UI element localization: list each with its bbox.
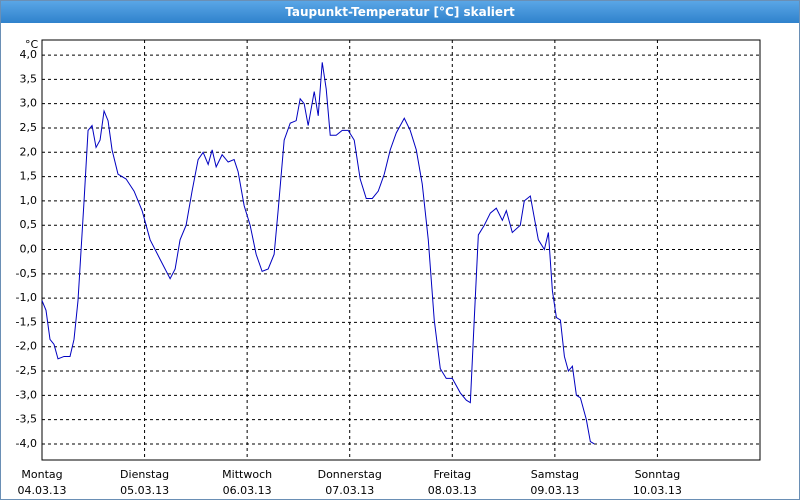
x-tick-date: 07.03.13: [325, 484, 374, 497]
plot-frame: [41, 39, 761, 461]
x-tick-date: 09.03.13: [530, 484, 579, 497]
x-tick-label: Donnerstag: [318, 468, 382, 481]
y-tick-label: 3,5: [20, 72, 38, 85]
x-tick-date: 04.03.13: [18, 484, 67, 497]
x-tick-date: 10.03.13: [633, 484, 682, 497]
x-tick-label: Sonntag: [635, 468, 681, 481]
x-tick-label: Mittwoch: [222, 468, 272, 481]
y-unit: °C: [25, 38, 39, 51]
y-tick-label: -2,0: [16, 340, 37, 353]
x-tick-label: Freitag: [433, 468, 471, 481]
x-tick-date: 06.03.13: [223, 484, 272, 497]
y-tick-label: -3,0: [16, 388, 37, 401]
y-tick-label: -3,5: [16, 413, 37, 426]
y-tick-label: -2,5: [16, 364, 37, 377]
y-tick-label: -4,0: [16, 437, 37, 450]
y-tick-label: 3,0: [20, 97, 38, 110]
title-bar: Taupunkt-Temperatur [°C] skaliert: [1, 1, 799, 23]
x-tick-date: 05.03.13: [120, 484, 169, 497]
y-tick-label: -1,5: [16, 315, 37, 328]
y-tick-label: 2,5: [20, 121, 38, 134]
y-tick-label: 4,0: [20, 48, 38, 61]
x-tick-label: Dienstag: [120, 468, 169, 481]
x-tick-label: Samstag: [531, 468, 579, 481]
x-tick-date: 08.03.13: [428, 484, 477, 497]
y-tick-label: 0,0: [20, 243, 38, 256]
y-tick-label: 0,5: [20, 218, 38, 231]
y-tick-label: 2,0: [20, 145, 38, 158]
x-tick-label: Montag: [21, 468, 62, 481]
y-tick-label: 1,5: [20, 170, 38, 183]
y-tick-label: -0,5: [16, 267, 37, 280]
y-tick-label: 1,0: [20, 194, 38, 207]
data-line: [41, 62, 595, 445]
y-tick-label: -1,0: [16, 291, 37, 304]
